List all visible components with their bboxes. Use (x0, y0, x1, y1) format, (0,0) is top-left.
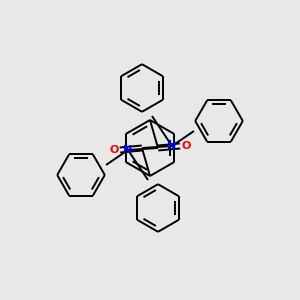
Text: N: N (123, 145, 133, 155)
Text: N: N (167, 141, 177, 151)
Text: O: O (181, 141, 191, 151)
Text: O: O (109, 145, 119, 155)
